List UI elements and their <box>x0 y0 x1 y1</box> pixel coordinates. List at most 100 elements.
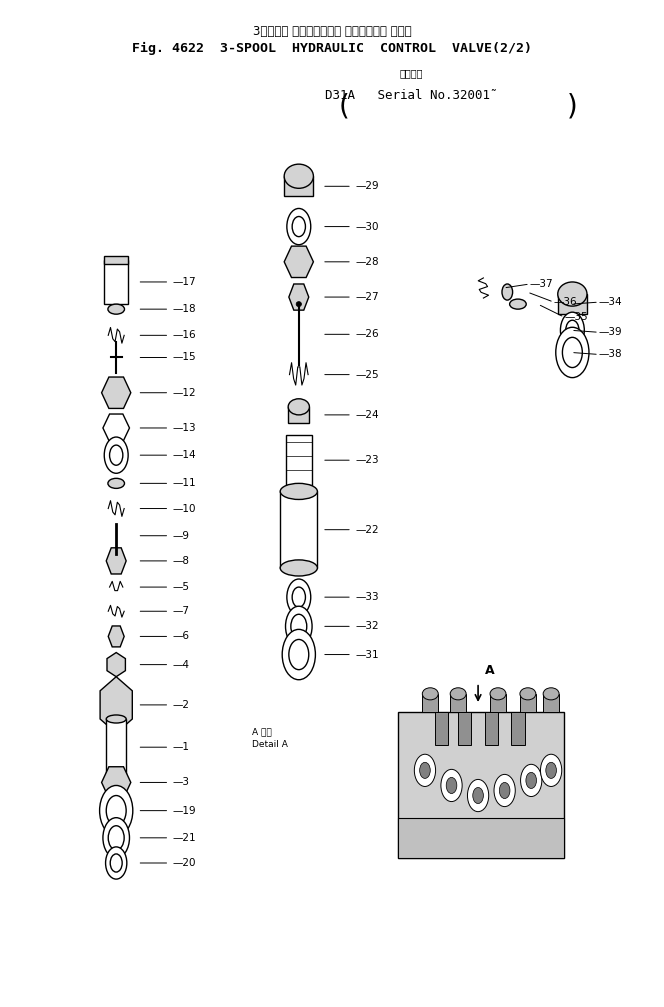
Text: —37: —37 <box>530 279 554 289</box>
Text: —27: —27 <box>355 292 379 302</box>
Text: —33: —33 <box>355 592 379 602</box>
Bar <box>280 491 317 568</box>
Text: 3スプール ハイドロリック コントロール バルブ: 3スプール ハイドロリック コントロール バルブ <box>253 25 411 38</box>
Polygon shape <box>289 284 309 310</box>
Circle shape <box>414 754 436 786</box>
Text: —15: —15 <box>173 352 197 363</box>
Circle shape <box>291 614 307 638</box>
Ellipse shape <box>280 560 317 576</box>
Text: —2: —2 <box>173 700 190 710</box>
Text: —28: —28 <box>355 257 379 267</box>
Circle shape <box>556 327 589 378</box>
Text: —38: —38 <box>599 349 623 359</box>
Circle shape <box>467 779 489 812</box>
Circle shape <box>499 782 510 799</box>
Text: (: ( <box>339 93 349 121</box>
Polygon shape <box>103 414 129 442</box>
Ellipse shape <box>520 688 536 700</box>
Text: —16: —16 <box>173 330 197 340</box>
Text: —14: —14 <box>173 450 197 460</box>
Text: —39: —39 <box>599 327 623 337</box>
Text: —31: —31 <box>355 650 379 660</box>
Ellipse shape <box>490 688 506 700</box>
Circle shape <box>502 284 513 300</box>
Bar <box>435 712 448 745</box>
Circle shape <box>292 587 305 607</box>
Text: —6: —6 <box>173 631 190 641</box>
Circle shape <box>104 437 128 473</box>
Circle shape <box>562 337 582 368</box>
Polygon shape <box>100 677 132 733</box>
Circle shape <box>110 854 122 872</box>
Circle shape <box>289 639 309 670</box>
Circle shape <box>446 777 457 794</box>
Text: —8: —8 <box>173 556 190 566</box>
Bar <box>558 294 587 314</box>
Ellipse shape <box>296 301 301 306</box>
Text: D31A   Serial No.32001˜: D31A Serial No.32001˜ <box>325 89 498 102</box>
Text: —26: —26 <box>355 329 379 339</box>
Text: —20: —20 <box>173 858 196 868</box>
Bar <box>286 435 312 485</box>
Text: Detail A: Detail A <box>252 740 288 749</box>
Bar <box>520 694 536 712</box>
Circle shape <box>566 320 579 340</box>
Text: —32: —32 <box>355 621 379 631</box>
Circle shape <box>560 312 584 348</box>
Text: —21: —21 <box>173 833 197 843</box>
Circle shape <box>286 606 312 646</box>
Circle shape <box>282 629 315 680</box>
Circle shape <box>494 774 515 807</box>
Bar <box>543 694 559 712</box>
Circle shape <box>420 762 430 778</box>
Circle shape <box>287 579 311 615</box>
Text: —12: —12 <box>173 388 197 398</box>
Ellipse shape <box>509 299 526 309</box>
Ellipse shape <box>113 551 120 557</box>
Text: —9: —9 <box>173 531 190 541</box>
Ellipse shape <box>108 478 124 488</box>
Text: —30: —30 <box>355 222 378 232</box>
Bar <box>485 712 498 745</box>
Ellipse shape <box>558 282 587 306</box>
Circle shape <box>108 826 124 850</box>
Text: Fig. 4622  3-SPOOL  HYDRAULIC  CONTROL  VALVE(2/2): Fig. 4622 3-SPOOL HYDRAULIC CONTROL VALV… <box>132 42 532 55</box>
Circle shape <box>106 847 127 879</box>
Bar <box>104 256 128 264</box>
Bar <box>288 407 309 423</box>
Bar <box>450 694 466 712</box>
Bar <box>422 694 438 712</box>
Polygon shape <box>284 246 313 278</box>
Circle shape <box>441 769 462 802</box>
Circle shape <box>526 772 537 788</box>
Text: —10: —10 <box>173 504 196 514</box>
Text: —34: —34 <box>599 297 623 307</box>
Text: A: A <box>485 664 494 677</box>
Bar <box>511 712 525 745</box>
FancyBboxPatch shape <box>104 260 128 304</box>
Text: —5: —5 <box>173 582 190 592</box>
Circle shape <box>100 785 133 836</box>
Text: ): ) <box>567 93 578 121</box>
Text: —13: —13 <box>173 423 197 433</box>
Text: —7: —7 <box>173 606 190 616</box>
FancyBboxPatch shape <box>398 712 564 858</box>
Polygon shape <box>102 377 131 409</box>
Circle shape <box>473 787 483 804</box>
Ellipse shape <box>543 688 559 700</box>
Text: —23: —23 <box>355 455 379 465</box>
Polygon shape <box>107 653 125 677</box>
Bar <box>284 176 313 196</box>
Circle shape <box>292 217 305 237</box>
Text: —17: —17 <box>173 277 197 287</box>
Bar <box>490 694 506 712</box>
Ellipse shape <box>450 688 466 700</box>
Text: —19: —19 <box>173 806 197 816</box>
Circle shape <box>287 208 311 245</box>
Polygon shape <box>106 548 126 574</box>
Text: —3: —3 <box>173 777 190 787</box>
Text: —18: —18 <box>173 304 197 314</box>
Text: —24: —24 <box>355 410 379 420</box>
Circle shape <box>546 762 556 778</box>
Ellipse shape <box>106 715 126 723</box>
